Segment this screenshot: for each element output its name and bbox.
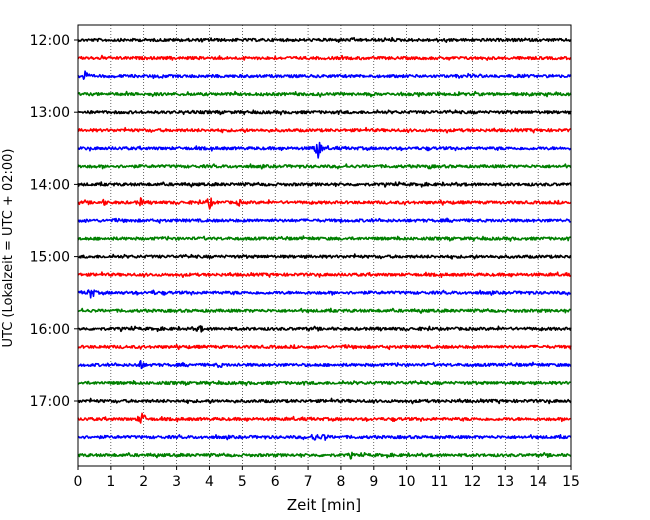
x-tick-label: 4 xyxy=(205,474,214,490)
trace-1615 xyxy=(77,343,572,351)
y-axis-ticks: 12:00 13:00 14:00 15:00 16:00 17:00 xyxy=(30,33,78,410)
x-tick-label: 15 xyxy=(562,474,580,490)
trace-1630 xyxy=(77,360,572,370)
trace-1200 xyxy=(77,36,572,44)
trace-1715 xyxy=(77,412,572,424)
y-tick-label: 14:00 xyxy=(30,177,70,193)
x-tick-label: 2 xyxy=(139,474,148,490)
y-axis-label: UTC (Lokalzeit = UTC + 02:00) xyxy=(1,149,16,348)
trace-1700 xyxy=(77,397,572,405)
trace-1415 xyxy=(77,197,572,210)
trace-1315 xyxy=(77,126,572,134)
x-axis-label: Zeit [min] xyxy=(287,496,361,514)
x-tick-label: 5 xyxy=(238,474,247,490)
trace-1600 xyxy=(77,325,572,333)
x-axis-ticks: 0 1 2 3 4 5 6 7 8 9 10 11 12 13 14 15 xyxy=(74,466,580,490)
trace-1500 xyxy=(77,253,572,260)
y-tick-label: 16:00 xyxy=(30,322,70,338)
x-tick-label: 0 xyxy=(74,474,83,490)
y-tick-label: 12:00 xyxy=(30,33,70,49)
grid-lines xyxy=(110,25,539,466)
x-tick-label: 3 xyxy=(172,474,181,490)
trace-1215 xyxy=(77,54,572,61)
x-tick-label: 6 xyxy=(271,474,280,490)
x-tick-label: 7 xyxy=(304,474,313,490)
x-tick-label: 10 xyxy=(398,474,416,490)
x-tick-label: 13 xyxy=(496,474,514,490)
x-tick-label: 12 xyxy=(463,474,481,490)
trace-1730 xyxy=(77,433,572,441)
x-tick-label: 9 xyxy=(369,474,378,490)
trace-1430 xyxy=(77,217,572,224)
trace-1300 xyxy=(77,109,572,116)
trace-1345 xyxy=(77,163,572,170)
trace-1645 xyxy=(77,380,572,387)
trace-1515 xyxy=(77,271,572,278)
x-tick-label: 1 xyxy=(106,474,115,490)
x-tick-label: 14 xyxy=(529,474,547,490)
trace-1545 xyxy=(77,307,572,314)
y-tick-label: 15:00 xyxy=(30,250,70,266)
x-tick-label: 8 xyxy=(336,474,345,490)
seismic-traces xyxy=(77,36,572,460)
plot-frame xyxy=(77,24,572,467)
trace-1400 xyxy=(77,181,572,188)
trace-1745 xyxy=(77,451,572,460)
y-tick-label: 13:00 xyxy=(30,105,70,121)
trace-1330 xyxy=(77,141,572,159)
trace-1245 xyxy=(77,90,572,98)
trace-1230 xyxy=(77,70,572,80)
trace-1445 xyxy=(77,235,572,242)
trace-1530 xyxy=(77,289,572,299)
y-tick-label: 17:00 xyxy=(30,394,70,410)
x-tick-label: 11 xyxy=(431,474,449,490)
